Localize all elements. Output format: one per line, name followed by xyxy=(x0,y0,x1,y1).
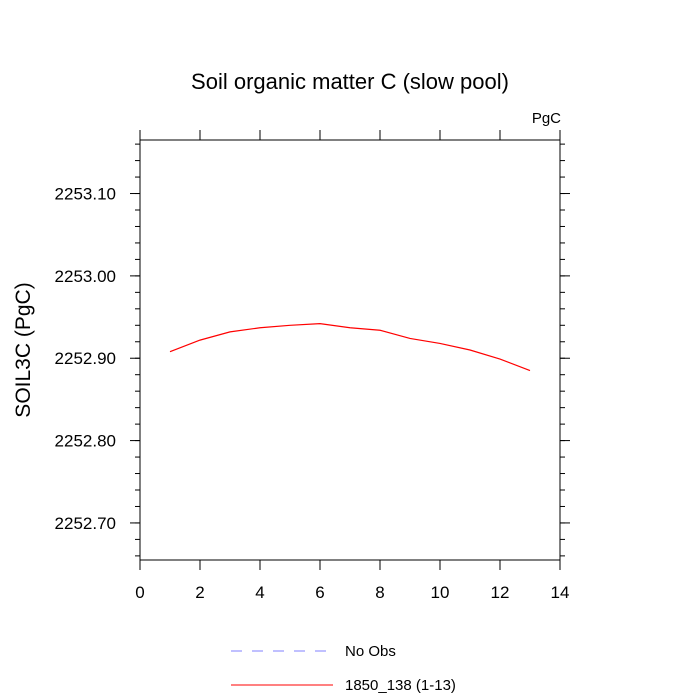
x-tick-label: 0 xyxy=(135,583,144,602)
series-line xyxy=(169,323,531,372)
x-tick-label: 8 xyxy=(375,583,384,602)
plot-frame xyxy=(139,139,561,561)
x-tick-label: 6 xyxy=(315,583,324,602)
axis-tick-labels: 0 2 4 6 8 10 12 14 2252.70 2252.80 2252.90 2253.00 2… xyxy=(55,185,570,602)
y-axis-label: SOIL3C (PgC) xyxy=(12,282,35,417)
y-tick-label: 2253.00 xyxy=(55,267,116,286)
legend-label: No Obs xyxy=(345,643,396,660)
chart-title: Soil organic matter C (slow pool) xyxy=(191,69,509,94)
y-tick-label: 2252.70 xyxy=(55,514,116,533)
y-tick-label: 2253.10 xyxy=(55,185,116,204)
x-tick-label: 4 xyxy=(255,583,264,602)
legend: No Obs 1850_138 (1-13) xyxy=(231,643,456,694)
x-tick-label: 2 xyxy=(195,583,204,602)
x-tick-label: 12 xyxy=(491,583,510,602)
x-tick-label: 14 xyxy=(551,583,570,602)
axis-ticks xyxy=(130,130,570,570)
units-label: PgC xyxy=(532,110,561,127)
legend-label: 1850_138 (1-13) xyxy=(345,677,456,694)
x-tick-label: 10 xyxy=(431,583,450,602)
y-tick-label: 2252.80 xyxy=(55,432,116,451)
series-layer xyxy=(169,323,531,372)
y-tick-label: 2252.90 xyxy=(55,349,116,368)
